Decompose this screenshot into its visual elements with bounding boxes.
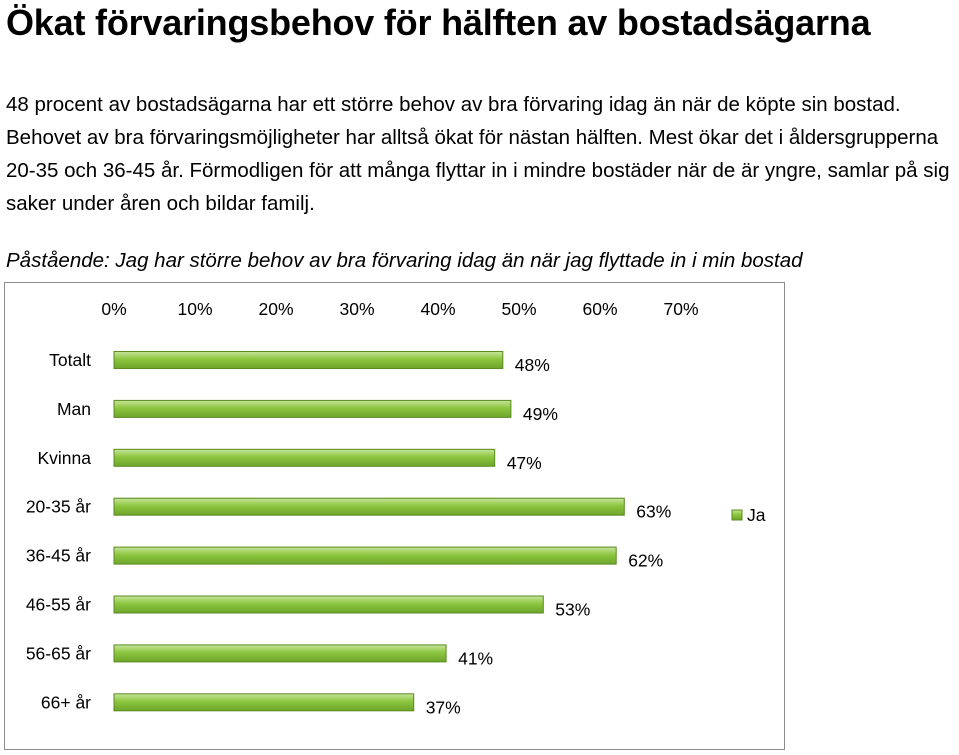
intro-paragraph: 48 procent av bostadsägarna har ett stör… [6,93,950,215]
data-label: 47% [507,453,542,473]
data-label: 48% [515,355,550,375]
data-label: 63% [636,502,671,522]
x-tick-label: 50% [501,299,536,319]
x-tick-label: 60% [582,299,617,319]
data-label: 62% [628,551,663,571]
x-tick-label: 70% [663,299,698,319]
category-label: Totalt [49,350,91,370]
data-label: 41% [458,648,493,668]
bar [113,693,415,712]
data-label: 49% [523,404,558,424]
category-label: 46-55 år [26,595,91,615]
page-title: Ökat förvaringsbehov för hälften av bost… [6,2,871,43]
bar [113,399,512,418]
chart-frame: 0% 10% 20% 30% 40% 50% 60% 70% Totalt Man Kvinna 2… [4,282,785,750]
x-tick-label: 30% [339,299,374,319]
legend-swatch [731,509,743,521]
data-label: 37% [426,697,461,717]
category-label: Kvinna [37,448,91,468]
bar [113,448,496,467]
x-tick-label: 0% [101,299,126,319]
bar [113,351,504,369]
bar [113,546,617,565]
bar [113,595,544,614]
x-tick-label: 20% [258,299,293,319]
x-tick-label: 40% [420,299,455,319]
bar [113,497,625,516]
bar-chart: 0% 10% 20% 30% 40% 50% 60% 70% Totalt Man Kvinna 2… [26,299,766,717]
data-label: 53% [555,600,590,620]
category-label: 36-45 år [26,546,91,566]
bar [113,644,447,663]
x-tick-label: 10% [177,299,212,319]
category-label: Man [57,399,91,419]
category-label: 56-65 år [26,643,91,663]
survey-statement: Påstående: Jag har större behov av bra f… [6,249,803,272]
legend-label: Ja [747,505,766,525]
category-label: 66+ år [41,692,91,712]
category-label: 20-35 år [26,497,91,517]
